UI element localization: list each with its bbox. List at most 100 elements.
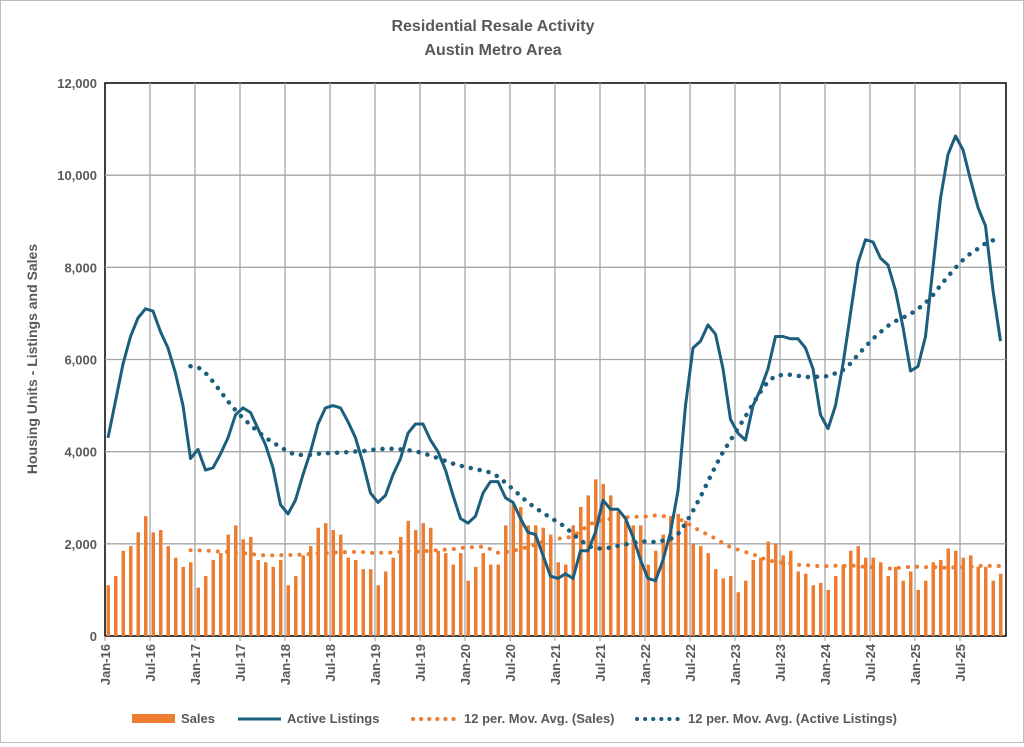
- x-tick-label: Jul-25: [953, 644, 968, 682]
- active-listings-point: [549, 575, 552, 578]
- y-tick-label: 4,000: [64, 445, 97, 460]
- x-tick-label: Jan-19: [368, 644, 383, 685]
- sales-bar: [226, 534, 230, 636]
- active-listings-point: [992, 289, 995, 292]
- active-listings-point: [804, 346, 807, 349]
- active-listings-point: [579, 549, 582, 552]
- sales-bar: [976, 566, 980, 636]
- sales-bar: [159, 530, 163, 636]
- sales-bar: [399, 536, 403, 636]
- sales-bar: [781, 555, 785, 636]
- active-listings-point: [504, 496, 507, 499]
- sales-bar: [759, 557, 763, 636]
- sales-bar: [579, 506, 583, 636]
- sales-bar: [384, 571, 388, 636]
- sales-bar: [669, 516, 673, 636]
- sales-bar: [234, 525, 238, 636]
- active-listings-point: [984, 224, 987, 227]
- sales-bar: [609, 495, 613, 636]
- active-listings-point: [422, 423, 425, 426]
- y-tick-label: 8,000: [64, 260, 97, 275]
- sales-bar: [984, 566, 988, 636]
- sales-bar: [661, 534, 665, 636]
- active-listings-point: [534, 533, 537, 536]
- active-listings-line: [106, 134, 1002, 583]
- sales-bar: [331, 530, 335, 636]
- sales-bar: [714, 569, 718, 636]
- active-listings-point: [189, 457, 192, 460]
- active-listings-point: [429, 439, 432, 442]
- y-tick-label: 0: [90, 629, 97, 644]
- active-listings-point: [662, 558, 665, 561]
- sales-bar: [196, 587, 200, 636]
- sales-bar: [804, 573, 808, 636]
- active-listings-point: [902, 326, 905, 329]
- active-listings-point: [437, 450, 440, 453]
- active-listings-point: [609, 508, 612, 511]
- x-tick-label: Jan-23: [728, 644, 743, 685]
- sales-bar: [841, 564, 845, 636]
- active-listings-point: [632, 535, 635, 538]
- sales-bar: [436, 550, 440, 636]
- active-listings-point: [774, 335, 777, 338]
- active-listings-point: [939, 197, 942, 200]
- active-listings-point: [144, 307, 147, 310]
- legend-label-ma-listings: 12 per. Mov. Avg. (Active Listings): [688, 711, 897, 726]
- sales-bar: [811, 585, 815, 636]
- sales-bar: [121, 550, 125, 636]
- active-listings-point: [527, 531, 530, 534]
- active-listings-point: [519, 517, 522, 520]
- active-listings-point: [587, 549, 590, 552]
- active-listings-point: [819, 413, 822, 416]
- sales-bar: [279, 559, 283, 636]
- sales-bar: [969, 555, 973, 636]
- sales-bar: [646, 564, 650, 636]
- active-listings-point: [947, 153, 950, 156]
- active-listings-point: [339, 406, 342, 409]
- active-listings-point: [399, 457, 402, 460]
- sales-bar: [571, 525, 575, 636]
- active-listings-point: [564, 572, 567, 575]
- sales-bar: [421, 523, 425, 636]
- legend-label-ma-sales: 12 per. Mov. Avg. (Sales): [464, 711, 615, 726]
- sales-bar: [946, 548, 950, 636]
- x-tick-label: Jan-17: [188, 644, 203, 685]
- sales-bar: [264, 562, 268, 636]
- active-listings-point: [857, 261, 860, 264]
- sales-bar: [729, 576, 733, 636]
- sales-bar: [166, 546, 170, 636]
- active-listings-point: [684, 404, 687, 407]
- active-listings-point: [639, 558, 642, 561]
- active-listings-point: [137, 317, 140, 320]
- active-listings-point: [482, 492, 485, 495]
- active-listings-point: [714, 333, 717, 336]
- sales-bar: [894, 566, 898, 636]
- sales-bar: [901, 580, 905, 636]
- sales-bar: [541, 527, 545, 636]
- active-listings-point: [444, 469, 447, 472]
- y-tick-label: 6,000: [64, 353, 97, 368]
- active-listings-point: [129, 335, 132, 338]
- sales-bar: [444, 553, 448, 636]
- sales-bar: [181, 566, 185, 636]
- active-listings-point: [317, 423, 320, 426]
- sales-bar: [519, 506, 523, 636]
- sales-bar: [586, 495, 590, 636]
- x-tick-label: Jul-23: [773, 644, 788, 682]
- active-listings-point: [962, 148, 965, 151]
- active-listings-point: [699, 340, 702, 343]
- active-listings-point: [894, 289, 897, 292]
- active-listings-point: [159, 330, 162, 333]
- sales-bar: [511, 504, 515, 636]
- sales-bar: [466, 580, 470, 636]
- x-tick-label: Jul-22: [683, 644, 698, 682]
- x-tick-label: Jul-24: [863, 643, 878, 681]
- sales-bar: [991, 580, 995, 636]
- sales-bar: [939, 559, 943, 636]
- sales-bar: [151, 532, 155, 636]
- sales-bar: [699, 546, 703, 636]
- active-listings-point: [362, 462, 365, 465]
- sales-bar: [721, 578, 725, 636]
- y-tick-label: 2,000: [64, 537, 97, 552]
- sales-bar: [376, 585, 380, 636]
